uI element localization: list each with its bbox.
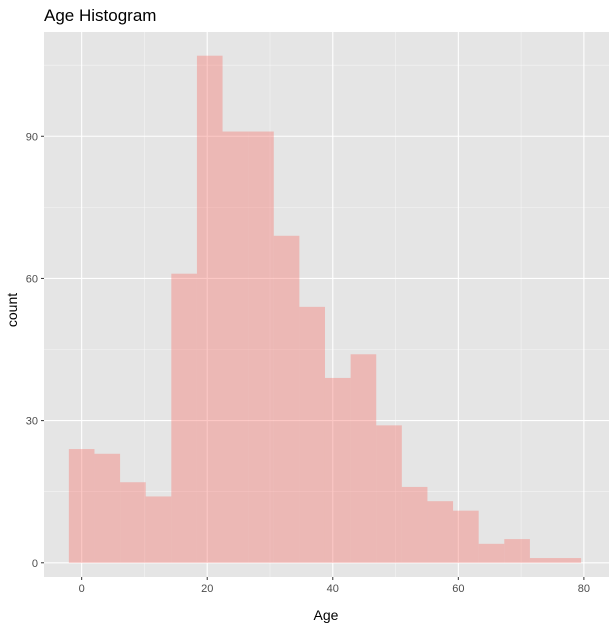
histogram-bar — [299, 306, 325, 563]
histogram-bar — [555, 558, 582, 563]
histogram-bars — [68, 55, 582, 563]
y-axis-ticks: 0 30 60 90 — [26, 131, 44, 570]
histogram-bar — [529, 558, 556, 563]
x-tick-label: 80 — [578, 583, 590, 595]
histogram-bar — [453, 510, 479, 563]
histogram-bar — [401, 486, 428, 563]
x-axis-title: Age — [314, 607, 339, 623]
x-tick-label: 0 — [79, 583, 85, 595]
histogram-bar — [504, 539, 530, 563]
histogram-bar — [222, 131, 249, 563]
x-axis-ticks: 0 20 40 60 80 — [79, 577, 590, 595]
histogram-bar — [350, 354, 377, 563]
histogram-bar — [196, 55, 223, 563]
y-tick-label: 0 — [32, 558, 38, 570]
y-tick-label: 30 — [26, 416, 38, 428]
y-axis-title: count — [4, 293, 20, 327]
histogram-bar — [376, 425, 402, 563]
y-tick-label: 90 — [26, 131, 38, 143]
chart-title: Age Histogram — [44, 6, 156, 25]
histogram-bar — [478, 543, 505, 563]
histogram-bar — [145, 496, 172, 563]
plot-panel — [44, 32, 609, 577]
histogram-bar — [120, 482, 146, 563]
histogram-bar — [171, 273, 197, 563]
y-tick-label: 60 — [26, 273, 38, 285]
x-tick-label: 20 — [201, 583, 213, 595]
histogram-bar — [248, 131, 274, 563]
histogram-bar — [273, 235, 300, 563]
histogram-bar — [427, 501, 454, 563]
minor-gridlines — [44, 32, 609, 577]
histogram-bar — [94, 453, 121, 563]
x-tick-label: 60 — [452, 583, 464, 595]
major-gridlines — [44, 32, 609, 577]
histogram-bar — [324, 377, 351, 563]
histogram-bar — [68, 449, 95, 563]
x-tick-label: 40 — [327, 583, 339, 595]
